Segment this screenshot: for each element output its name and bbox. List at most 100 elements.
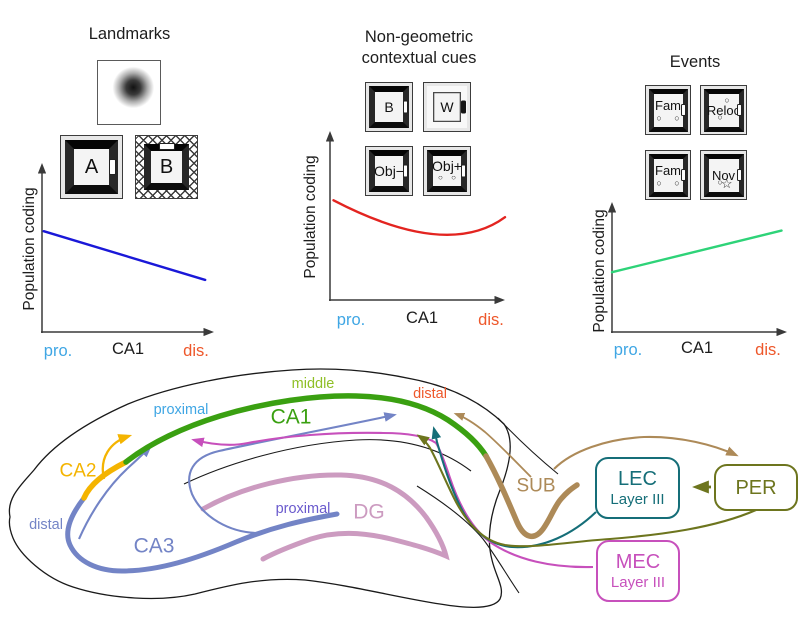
cue-box-b-label: B bbox=[159, 156, 174, 178]
cue-box-b-door-tick bbox=[158, 143, 175, 150]
mec-to-proximal-ca1-arrow bbox=[191, 431, 594, 569]
sub-to-distal-ca1-arrow bbox=[453, 413, 532, 478]
nongeometric-y-axis-label: Population coding bbox=[302, 155, 319, 279]
cue-box-white: W bbox=[423, 82, 471, 132]
proximal-ca3-to-distal-ca1-arrow bbox=[188, 412, 397, 535]
ca1-curve bbox=[123, 393, 489, 465]
cue-box-obj-minus: Obj− bbox=[365, 146, 413, 196]
cue-box-black-label: B bbox=[384, 99, 394, 115]
ca3-proximal-label: proximal bbox=[275, 500, 331, 517]
panel-nongeometric-title-line2: contextual cues bbox=[361, 49, 477, 67]
distal-ca3-to-proximal-ca1-arrow bbox=[78, 444, 153, 540]
panel-events-title: Events bbox=[669, 53, 721, 71]
lec-box: LEC Layer III bbox=[595, 457, 680, 519]
panel-nongeometric-title-line1: Non-geometric bbox=[364, 28, 474, 46]
cue-box-fam-2: Fam ○ ○ bbox=[645, 150, 691, 200]
ca3-curve bbox=[65, 495, 340, 574]
cue-box-white-door-tick bbox=[461, 100, 466, 114]
cue-box-obj-plus-door-tick bbox=[461, 164, 466, 178]
nongeometric-x-label-pro: pro. bbox=[336, 311, 366, 329]
region-label-dg: DG bbox=[353, 500, 385, 524]
ca1-middle-label: middle bbox=[291, 375, 335, 392]
novel-object-star-mark: ☆ bbox=[720, 175, 733, 191]
cue-box-a-door-tick bbox=[109, 159, 116, 175]
cue-box-white-label: W bbox=[440, 99, 454, 115]
cue-box-b-frame: B bbox=[144, 144, 189, 190]
events-y-axis-label: Population coding bbox=[591, 209, 608, 333]
landmarks-x-label-pro: pro. bbox=[43, 342, 73, 360]
cue-box-fam-2-door-tick bbox=[681, 169, 686, 181]
events-x-label-ca1: CA1 bbox=[680, 339, 714, 357]
landmarks-x-label-dis: dis. bbox=[183, 342, 209, 360]
object-marks: ○ ○ bbox=[438, 173, 456, 182]
lec-box-subtitle: Layer III bbox=[610, 491, 665, 508]
cue-box-obj-plus-label: Obj+ bbox=[432, 158, 462, 174]
hippocampus-outline bbox=[8, 368, 511, 608]
hippocampus-circuit-diagram bbox=[8, 368, 757, 608]
cue-box-a: A bbox=[60, 135, 123, 199]
nongeometric-trend-line bbox=[332, 199, 507, 236]
panel-landmarks-title: Landmarks bbox=[88, 25, 171, 43]
relocated-object-mark: ○ bbox=[724, 94, 730, 105]
ca2-to-proximal-ca1-arrow bbox=[101, 434, 133, 480]
events-plot bbox=[607, 202, 787, 337]
cue-box-fam-2-label: Fam bbox=[655, 162, 681, 178]
landmarks-trend-line bbox=[42, 230, 207, 282]
region-label-ca1: CA1 bbox=[270, 405, 312, 429]
landmarks-plot bbox=[37, 163, 214, 337]
object-marks: ○ ○ bbox=[656, 112, 680, 123]
landmarks-y-axis-label: Population coding bbox=[21, 187, 38, 311]
nongeometric-x-label-dis: dis. bbox=[478, 311, 504, 329]
object-mark: ○ bbox=[717, 177, 723, 187]
per-box-title: PER bbox=[735, 476, 777, 499]
nongeometric-x-label-ca1: CA1 bbox=[405, 309, 439, 327]
per-to-distal-ca1-arrow bbox=[416, 434, 757, 548]
dg-curve bbox=[200, 472, 450, 562]
cue-box-nov-label: Nov bbox=[711, 167, 736, 183]
region-label-ca3: CA3 bbox=[133, 534, 175, 558]
cue-box-obj-plus: Obj+ ○ ○ bbox=[423, 146, 471, 196]
sub-to-per-arrow bbox=[553, 435, 739, 470]
ca2-curve bbox=[81, 459, 129, 501]
sub-curve bbox=[483, 453, 580, 540]
ca3-distal-label: distal bbox=[29, 516, 63, 533]
outline-branch-line bbox=[497, 417, 559, 475]
mec-box: MEC Layer III bbox=[596, 540, 680, 602]
cue-box-reloc-label: Reloc bbox=[706, 102, 741, 118]
cue-box-fam-1-door-tick bbox=[681, 104, 686, 116]
landmarks-x-label-ca1: CA1 bbox=[111, 340, 145, 358]
cue-box-fam-1: Fam ○ ○ bbox=[645, 85, 691, 135]
cue-box-nov: Nov ○ ☆ bbox=[700, 150, 747, 200]
events-x-label-dis: dis. bbox=[755, 341, 781, 359]
landmark-cue-image bbox=[97, 60, 161, 125]
cue-box-reloc: Reloc ○ ○ bbox=[700, 85, 747, 135]
cue-box-fam-1-label: Fam bbox=[655, 97, 681, 113]
cue-box-reloc-frame: Reloc ○ ○ bbox=[703, 88, 744, 132]
mec-box-title: MEC bbox=[615, 551, 661, 573]
events-x-label-pro: pro. bbox=[613, 341, 643, 359]
object-marks: ○ ○ bbox=[656, 177, 680, 188]
cue-box-black-door-tick bbox=[403, 100, 408, 114]
ca1-distal-label: distal bbox=[413, 385, 447, 402]
region-label-sub: SUB bbox=[516, 475, 556, 497]
cue-box-obj-minus-door-tick bbox=[403, 164, 408, 178]
cue-box-obj-minus-label: Obj− bbox=[374, 163, 404, 179]
cue-box-b: B bbox=[135, 135, 198, 199]
region-label-ca2: CA2 bbox=[59, 460, 97, 482]
cue-box-obj-minus-frame: Obj− bbox=[369, 150, 409, 192]
ca1-proximal-label: proximal bbox=[153, 401, 209, 418]
nongeometric-plot bbox=[325, 131, 507, 305]
fiber-channel-line bbox=[416, 485, 520, 594]
cue-box-nov-door-tick bbox=[737, 169, 742, 181]
cue-box-reloc-door-tick bbox=[737, 104, 742, 116]
cue-box-a-label: A bbox=[84, 156, 99, 178]
mec-box-subtitle: Layer III bbox=[610, 574, 666, 591]
lec-box-title: LEC bbox=[618, 468, 657, 490]
cue-box-black: B bbox=[365, 82, 413, 132]
events-trend-line bbox=[610, 229, 783, 274]
per-box: PER bbox=[714, 464, 798, 511]
lec-to-distal-ca1-arrow bbox=[431, 426, 597, 549]
cue-box-obj-plus-frame: Obj+ ○ ○ bbox=[427, 150, 467, 192]
object-mark: ○ bbox=[717, 112, 723, 122]
